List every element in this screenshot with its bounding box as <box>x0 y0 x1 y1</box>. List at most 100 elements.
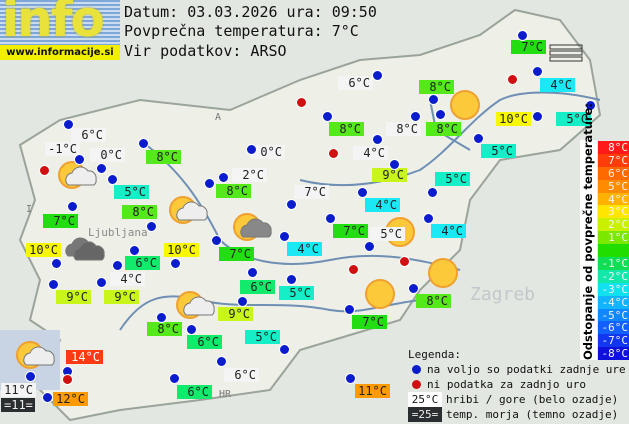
scale-step: 2°C <box>598 218 629 231</box>
station-temperature-label: 4°C <box>110 272 145 286</box>
station-dot-data-available[interactable] <box>170 258 181 269</box>
station-dot-data-available[interactable] <box>156 312 167 323</box>
station-temperature-label: 11°C <box>1 383 36 397</box>
scale-step: 4°C <box>598 192 629 206</box>
logo-url[interactable]: www.informacije.si <box>0 45 120 60</box>
station-dot-data-available[interactable] <box>286 274 297 285</box>
station-dot-data-available[interactable] <box>372 134 383 145</box>
station-dot-data-available[interactable] <box>389 159 400 170</box>
station-temperature-label: 8°C <box>216 184 251 198</box>
station-temperature-label: 5°C <box>481 144 516 158</box>
station-temperature-label: 8°C <box>419 80 454 94</box>
station-temperature-label: 7°C <box>43 214 78 228</box>
station-dot-data-available[interactable] <box>246 144 257 155</box>
station-temperature-label: 7°C <box>333 224 368 238</box>
station-temperature-label: 10°C <box>164 243 199 257</box>
legend-hill: 25°C hribi / gore (belo ozadje) <box>408 392 626 407</box>
deviation-scale: 8°C 7°C 6°C 5°C 4°C 3°C 2°C 1°C -1°C -2°C -3°C -4°C… <box>598 141 629 360</box>
river <box>299 91 601 187</box>
station-dot-data-available[interactable] <box>96 277 107 288</box>
station-dot-data-available[interactable] <box>322 111 333 122</box>
scale-step: 1°C <box>598 231 629 244</box>
station-dot-data-available[interactable] <box>517 30 528 41</box>
sun-cloud-icon <box>176 291 215 319</box>
logo[interactable]: info www.informacije.si <box>0 0 120 60</box>
station-dot-data-available[interactable] <box>186 324 197 335</box>
station-dot-no-data[interactable] <box>39 165 50 176</box>
station-temperature-label: 6°C <box>240 280 275 294</box>
station-temperature-label: 7°C <box>352 315 387 329</box>
station-temperature-label: 10°C <box>26 243 61 257</box>
station-dot-data-available[interactable] <box>410 111 421 122</box>
station-dot-data-available[interactable] <box>216 356 227 367</box>
station-dot-data-available[interactable] <box>423 213 434 224</box>
station-dot-data-available[interactable] <box>372 70 383 81</box>
station-dot-data-available[interactable] <box>532 66 543 77</box>
station-dot-data-available[interactable] <box>112 260 123 271</box>
station-dot-data-available[interactable] <box>364 241 375 252</box>
station-dot-no-data[interactable] <box>328 148 339 159</box>
station-temperature-label: 4°C <box>353 146 388 160</box>
station-dot-data-available[interactable] <box>63 119 74 130</box>
station-dot-data-available[interactable] <box>129 245 140 256</box>
station-temperature-label: 8°C <box>122 205 157 219</box>
station-dot-no-data[interactable] <box>399 256 410 267</box>
station-dot-data-available[interactable] <box>325 213 336 224</box>
station-dot-data-available[interactable] <box>25 371 36 382</box>
station-dot-data-available[interactable] <box>344 304 355 315</box>
sun-icon <box>428 258 458 288</box>
sun-icon <box>365 279 395 309</box>
city-zagreb: Zagreb <box>470 284 535 305</box>
station-temperature-label: 4°C <box>540 78 575 92</box>
station-dot-data-available[interactable] <box>51 258 62 269</box>
station-dot-data-available[interactable] <box>357 187 368 198</box>
station-temperature-label: 6°C <box>71 128 106 142</box>
station-dot-data-available[interactable] <box>345 373 356 384</box>
station-dot-no-data[interactable] <box>62 374 73 385</box>
legend-hill-text: hribi / gore (belo ozadje) <box>446 393 619 406</box>
station-temperature-label: 6°C <box>177 385 212 399</box>
legend-sea-text: temp. morja (temno ozadje) <box>446 408 619 421</box>
station-dot-data-available[interactable] <box>218 172 229 183</box>
station-dot-no-data[interactable] <box>507 74 518 85</box>
station-dot-data-available[interactable] <box>42 392 53 403</box>
scale-step: -7°C <box>598 334 629 347</box>
scale-step: -5°C <box>598 308 629 322</box>
country-a: A <box>215 112 221 123</box>
station-temperature-label: 5°C <box>435 172 470 186</box>
station-dot-no-data[interactable] <box>296 97 307 108</box>
station-dot-data-available[interactable] <box>585 100 596 111</box>
scale-step: 3°C <box>598 205 629 218</box>
station-dot-data-available[interactable] <box>408 283 419 294</box>
station-dot-data-available[interactable] <box>237 296 248 307</box>
station-dot-data-available[interactable] <box>96 163 107 174</box>
station-dot-data-available[interactable] <box>169 373 180 384</box>
station-dot-data-available[interactable] <box>428 94 439 105</box>
scale-step: -1°C <box>598 257 629 270</box>
station-dot-data-available[interactable] <box>211 235 222 246</box>
legend-title: Legenda: <box>408 348 461 361</box>
station-dot-data-available[interactable] <box>138 138 149 149</box>
country-i: I <box>26 204 32 215</box>
station-temperature-label: 7°C <box>219 247 254 261</box>
station-dot-data-available[interactable] <box>107 174 118 185</box>
station-dot-data-available[interactable] <box>532 111 543 122</box>
station-dot-data-available[interactable] <box>473 133 484 144</box>
station-dot-data-available[interactable] <box>279 344 290 355</box>
station-dot-no-data[interactable] <box>348 264 359 275</box>
station-dot-data-available[interactable] <box>427 187 438 198</box>
station-dot-data-available[interactable] <box>279 231 290 242</box>
station-dot-data-available[interactable] <box>286 199 297 210</box>
station-dot-data-available[interactable] <box>435 109 446 120</box>
station-dot-data-available[interactable] <box>67 201 78 212</box>
station-dot-data-available[interactable] <box>204 178 215 189</box>
station-dot-data-available[interactable] <box>146 221 157 232</box>
station-temperature-label: 0°C <box>90 148 125 162</box>
station-temperature-label: 14°C <box>66 350 103 364</box>
legend: Legenda: na voljo so podatki zadnje ure … <box>408 347 626 422</box>
station-temperature-label: 5°C <box>279 286 314 300</box>
station-dot-data-available[interactable] <box>247 267 258 278</box>
station-temperature-label: 9°C <box>218 307 253 321</box>
station-dot-data-available[interactable] <box>48 279 59 290</box>
station-dot-data-available[interactable] <box>74 154 85 165</box>
